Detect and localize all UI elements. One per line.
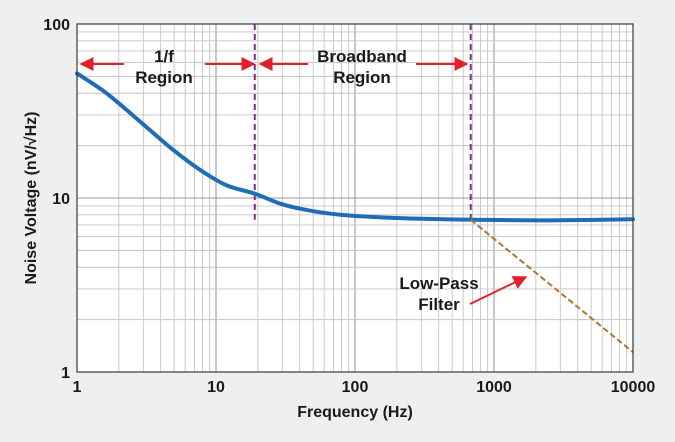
y-tick-label: 10 <box>52 191 70 208</box>
annotation-1f-line1: 1/f <box>154 47 174 66</box>
x-tick-label: 10000 <box>611 379 656 396</box>
y-axis-label: Noise Voltage (nV/√Hz) <box>23 112 40 285</box>
noise-voltage-curve <box>75 71 635 223</box>
annotation-lowpass-line1: Low-Pass <box>399 274 478 293</box>
annotation-broadband-line1: Broadband <box>317 47 407 66</box>
annotation-lowpass-line2: Filter <box>418 295 460 314</box>
lowpass-filter-line <box>470 218 634 353</box>
x-tick-label: 1000 <box>476 379 512 396</box>
annotation-lowpass-arrow <box>469 276 528 305</box>
grid-lines <box>77 24 633 372</box>
annotation-broadband-region: Broadband Region <box>258 47 469 87</box>
annotation-1f-line2: Region <box>135 68 193 87</box>
tick-labels: 1 10 100 1000 10000 1 10 100 <box>43 17 655 396</box>
region-markers <box>253 24 472 220</box>
plot-frame <box>76 23 634 373</box>
x-axis-label: Frequency (Hz) <box>297 404 413 421</box>
y-tick-label: 100 <box>43 17 70 34</box>
series-lines <box>75 71 635 353</box>
annotation-1f-region: 1/f Region <box>79 47 256 87</box>
x-tick-label: 10 <box>207 379 225 396</box>
annotation-lowpass-filter: Low-Pass Filter <box>399 274 528 314</box>
y-tick-label: 1 <box>61 365 70 382</box>
x-tick-label: 100 <box>342 379 369 396</box>
annotation-broadband-line2: Region <box>333 68 391 87</box>
x-tick-label: 1 <box>73 379 82 396</box>
